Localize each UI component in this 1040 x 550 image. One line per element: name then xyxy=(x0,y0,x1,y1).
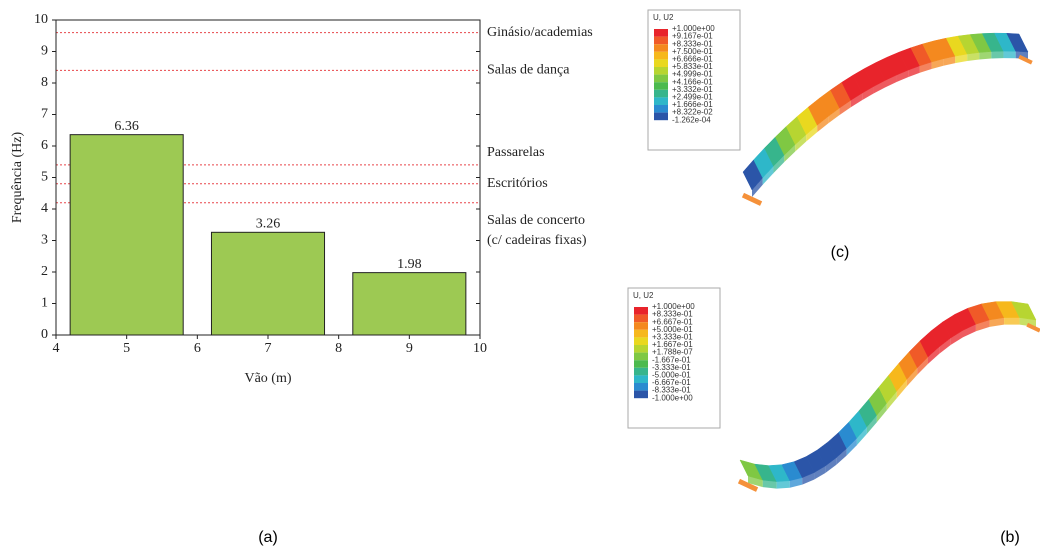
bar xyxy=(70,135,183,335)
bar xyxy=(211,232,324,335)
legend-swatch xyxy=(634,337,648,345)
legend-swatch xyxy=(654,97,668,105)
legend-swatch xyxy=(634,315,648,323)
legend-swatch xyxy=(654,82,668,90)
beam-side xyxy=(763,480,777,488)
x-axis-label: Vão (m) xyxy=(244,371,291,386)
x-tick-label: 9 xyxy=(406,341,413,356)
legend-value: -1.000e+00 xyxy=(652,393,693,402)
panel-label: (a) xyxy=(258,529,278,546)
y-tick-label: 9 xyxy=(41,44,48,59)
legend-swatch xyxy=(634,375,648,383)
beam-side xyxy=(1004,318,1019,325)
y-tick-label: 6 xyxy=(41,138,48,153)
beam-side xyxy=(991,51,1003,58)
value-label: 1.98 xyxy=(397,257,422,272)
reference-label: Salas de concerto xyxy=(487,213,585,228)
legend-swatch xyxy=(654,75,668,83)
beam xyxy=(740,302,1036,489)
value-label: 6.36 xyxy=(114,119,139,134)
reference-label: (c/ cadeiras fixas) xyxy=(487,233,587,248)
x-tick-label: 4 xyxy=(53,341,60,356)
bar xyxy=(353,273,466,335)
y-tick-label: 3 xyxy=(41,233,48,248)
figure: (a) (b) (c) Ginásio/academias Salas de da… xyxy=(0,0,1040,550)
y-tick-label: 0 xyxy=(41,327,48,342)
legend-swatch xyxy=(654,44,668,52)
legend-title: U, U2 xyxy=(633,291,654,300)
legend-swatch xyxy=(654,59,668,67)
legend-swatch xyxy=(654,105,668,113)
panel-label: (c) xyxy=(831,244,850,261)
value-label: 3.26 xyxy=(256,217,281,232)
reference-label: Passarelas xyxy=(487,145,545,160)
reference-label: Salas de dança xyxy=(487,63,570,78)
legend-swatch xyxy=(654,67,668,75)
legend-swatch xyxy=(634,353,648,361)
y-tick-label: 5 xyxy=(41,170,48,185)
reference-label: Escritórios xyxy=(487,176,548,191)
legend-swatch xyxy=(654,29,668,37)
legend-swatch xyxy=(634,330,648,338)
beam xyxy=(743,33,1028,197)
legend-swatch xyxy=(654,113,668,121)
x-tick-label: 10 xyxy=(473,341,487,356)
x-tick-label: 7 xyxy=(265,341,272,356)
x-tick-label: 6 xyxy=(194,341,201,356)
beam-side xyxy=(777,481,790,489)
legend-swatch xyxy=(634,307,648,315)
reference-label: Ginásio/academias xyxy=(487,25,593,40)
y-axis-label: Frequência (Hz) xyxy=(10,131,25,223)
legend-swatch xyxy=(634,383,648,391)
legend-swatch xyxy=(634,322,648,330)
y-tick-label: 4 xyxy=(41,201,48,216)
x-tick-label: 5 xyxy=(123,341,130,356)
x-tick-label: 8 xyxy=(335,341,342,356)
beam-side xyxy=(1003,51,1015,58)
y-tick-label: 2 xyxy=(41,264,48,279)
legend-swatch xyxy=(654,90,668,98)
legend-value: -1.262e-04 xyxy=(672,115,711,124)
y-tick-label: 10 xyxy=(34,12,48,27)
legend-swatch xyxy=(654,37,668,45)
y-tick-label: 8 xyxy=(41,75,48,90)
panel-label: (b) xyxy=(1000,529,1020,546)
legend-title: U, U2 xyxy=(653,13,674,22)
legend-swatch xyxy=(634,368,648,376)
legend-swatch xyxy=(634,360,648,368)
y-tick-label: 1 xyxy=(41,296,48,311)
legend-swatch xyxy=(634,391,648,399)
legend-swatch xyxy=(634,345,648,353)
beam-side xyxy=(979,52,991,60)
legend-swatch xyxy=(654,52,668,60)
y-tick-label: 7 xyxy=(41,107,48,122)
